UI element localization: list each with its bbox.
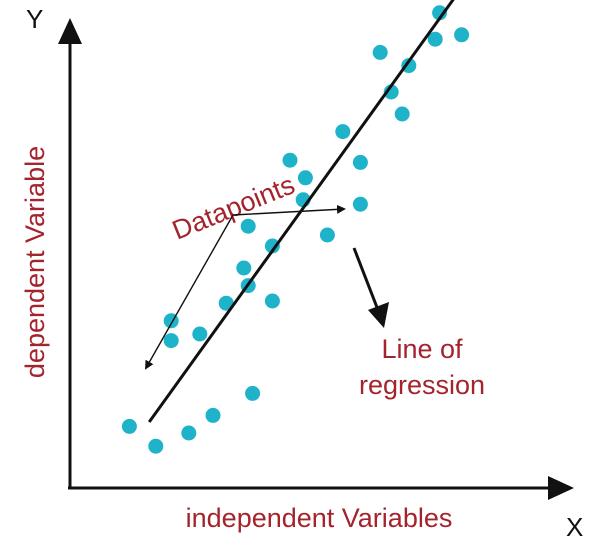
x-axis-arrowhead — [548, 476, 574, 500]
datapoint — [264, 293, 280, 309]
datapoint — [240, 218, 256, 234]
datapoint — [352, 196, 368, 212]
datapoint — [264, 238, 280, 254]
datapoint — [163, 333, 179, 349]
datapoints-pointer-left — [145, 214, 234, 370]
x-axis-letter: X — [566, 512, 583, 542]
datapoint — [181, 425, 197, 441]
x-axis-label: independent Variables — [186, 503, 453, 533]
datapoint — [218, 295, 234, 311]
regression-label-line-2: regression — [359, 370, 485, 400]
datapoint — [192, 326, 208, 342]
datapoint — [319, 227, 335, 243]
datapoints-label: Datapoints — [168, 169, 299, 245]
datapoint — [372, 44, 388, 60]
datapoint — [335, 124, 351, 140]
datapoints — [121, 5, 470, 454]
regression-line — [147, 0, 455, 423]
datapoints-pointer-right — [232, 204, 346, 216]
datapoint — [297, 170, 313, 186]
datapoint — [352, 154, 368, 170]
datapoint — [121, 418, 137, 434]
regression-label-line-1: Line of — [381, 334, 463, 364]
datapoint — [427, 31, 443, 47]
y-axis-letter: Y — [26, 4, 43, 34]
axes — [58, 18, 574, 500]
y-axis-label: dependent Variable — [20, 146, 50, 378]
datapoint — [205, 407, 221, 423]
datapoint — [245, 385, 261, 401]
datapoint — [148, 438, 164, 454]
datapoint — [454, 27, 470, 43]
datapoint — [236, 260, 252, 276]
datapoint — [401, 58, 417, 74]
regression-annotation: Line of regression — [352, 247, 485, 400]
y-axis-arrowhead — [58, 18, 82, 44]
regression-pointer-arrowhead — [368, 302, 389, 328]
datapoint — [383, 84, 399, 100]
datapoint — [394, 106, 410, 122]
datapoint — [432, 5, 448, 21]
datapoint — [282, 152, 298, 168]
regression-pointer-line — [352, 247, 380, 311]
